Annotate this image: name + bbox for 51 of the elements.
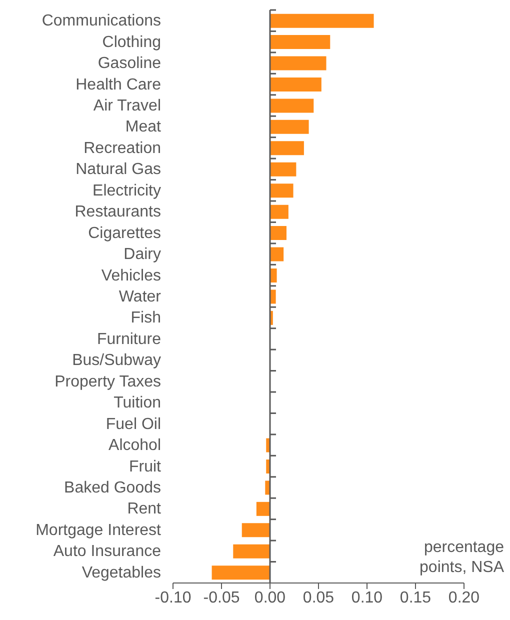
y-tick-label: Fruit <box>129 458 162 476</box>
y-tick-label: Cigarettes <box>88 224 161 242</box>
x-tick-label: 0.00 <box>254 589 286 606</box>
y-tick-label: Vehicles <box>101 267 161 284</box>
y-tick-label: Baked Goods <box>64 480 161 496</box>
bar <box>270 56 326 70</box>
bar <box>270 184 294 198</box>
y-tick-label: Restaurants <box>74 204 161 221</box>
bar <box>242 523 270 538</box>
y-tick-label: Tuition <box>114 394 161 412</box>
y-tick-label: Air Travel <box>93 98 161 114</box>
x-tick-label: 0.20 <box>448 589 480 606</box>
y-tick-label: Fuel Oil <box>106 416 161 433</box>
bar <box>270 35 330 50</box>
bar <box>270 98 314 113</box>
bar <box>270 77 322 92</box>
y-tick-label: Natural Gas <box>76 161 161 178</box>
y-tick-label: Electricity <box>92 182 161 200</box>
y-tick-label: Clothing <box>102 34 161 51</box>
bar <box>270 204 288 219</box>
bar <box>270 14 374 28</box>
bar <box>212 566 270 580</box>
y-tick-label: Communications <box>42 12 161 30</box>
y-tick-label: Auto Insurance <box>53 543 162 560</box>
x-tick-label: 0.05 <box>302 589 334 606</box>
bar <box>270 120 309 134</box>
bar <box>270 247 284 262</box>
y-tick-label: Dairy <box>124 246 161 264</box>
y-tick-label: Property Taxes <box>54 373 161 390</box>
x-tick-label: 0.10 <box>351 589 383 606</box>
y-tick-label: Recreation <box>84 140 161 157</box>
x-tick-label: -0.10 <box>154 589 192 606</box>
bar <box>270 226 286 240</box>
y-tick-label: Furniture <box>96 330 162 348</box>
y-tick-label: Mortgage Interest <box>36 522 162 539</box>
y-tick-label: Meat <box>125 118 162 136</box>
y-tick-label: Water <box>118 288 162 306</box>
y-tick-label: Bus/Subway <box>72 352 161 370</box>
bar <box>270 141 304 156</box>
y-tick-label: Vegetables <box>82 564 161 582</box>
y-tick-label: Fish <box>130 310 161 327</box>
x-tick-label: 0.15 <box>400 589 432 606</box>
bar <box>256 502 270 516</box>
bar <box>233 544 270 558</box>
y-tick-label: Gasoline <box>98 55 162 72</box>
y-tick-label: Alcohol <box>108 437 161 454</box>
y-tick-label: Health Care <box>76 76 162 94</box>
bar <box>270 162 296 176</box>
x-tick-label: -0.05 <box>203 589 240 606</box>
y-tick-label: Rent <box>127 500 162 518</box>
annotation: percentage points, NSA <box>418 538 504 578</box>
